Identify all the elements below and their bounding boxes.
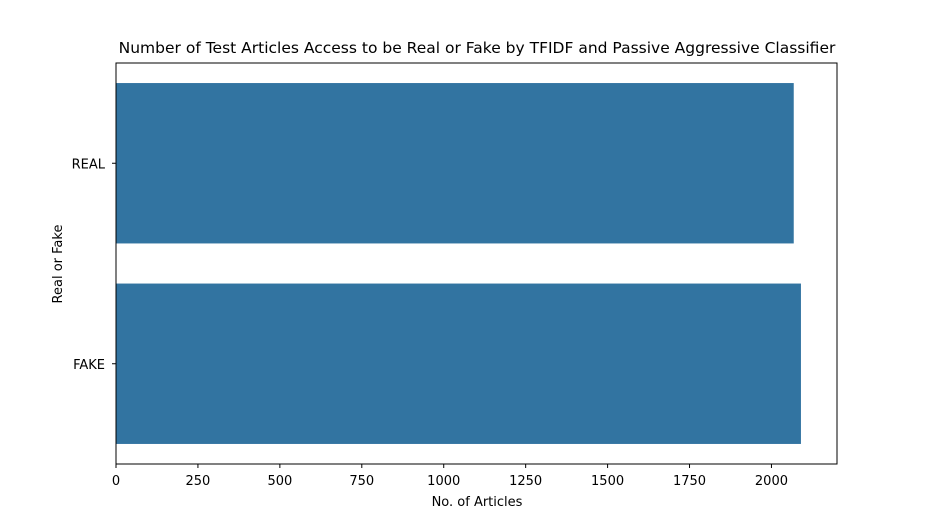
bar-real bbox=[116, 83, 794, 244]
chart-title: Number of Test Articles Access to be Rea… bbox=[119, 39, 836, 57]
x-tick-label: 1250 bbox=[509, 474, 542, 489]
y-axis-ticks: REAL FAKE bbox=[72, 157, 116, 373]
x-tick-label: 1500 bbox=[591, 474, 624, 489]
bar-fake bbox=[116, 283, 801, 444]
x-axis-label: No. of Articles bbox=[432, 495, 523, 510]
x-tick-label: 500 bbox=[267, 474, 292, 489]
bars-group bbox=[116, 83, 801, 444]
plot-frame bbox=[115, 62, 838, 465]
y-tick-label: FAKE bbox=[73, 358, 105, 373]
x-axis-ticks: 0 250 500 750 1000 1250 1500 1750 2000 bbox=[112, 464, 788, 489]
y-tick-label: REAL bbox=[72, 157, 106, 172]
x-tick-label: 0 bbox=[112, 474, 120, 489]
x-tick-label: 2000 bbox=[755, 474, 788, 489]
x-tick-label: 1750 bbox=[673, 474, 706, 489]
x-tick-label: 750 bbox=[349, 474, 374, 489]
x-tick-label: 250 bbox=[186, 474, 211, 489]
y-axis-label: Real or Fake bbox=[51, 225, 66, 304]
x-tick-label: 1000 bbox=[427, 474, 460, 489]
